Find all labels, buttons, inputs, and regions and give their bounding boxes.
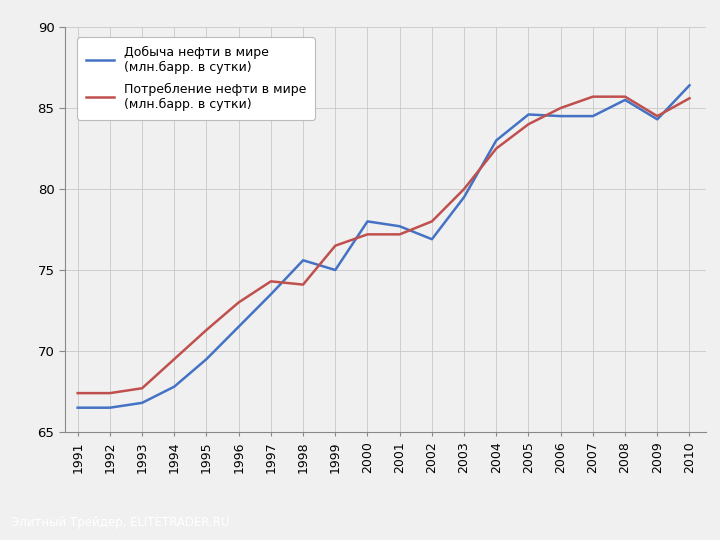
Text: Элитный Трейдер, ELITETRADER.RU: Элитный Трейдер, ELITETRADER.RU — [11, 516, 229, 529]
Legend: Добыча нефти в мире
(млн.барр. в сутки), Потребление нефти в мире
(млн.барр. в с: Добыча нефти в мире (млн.барр. в сутки),… — [78, 37, 315, 120]
